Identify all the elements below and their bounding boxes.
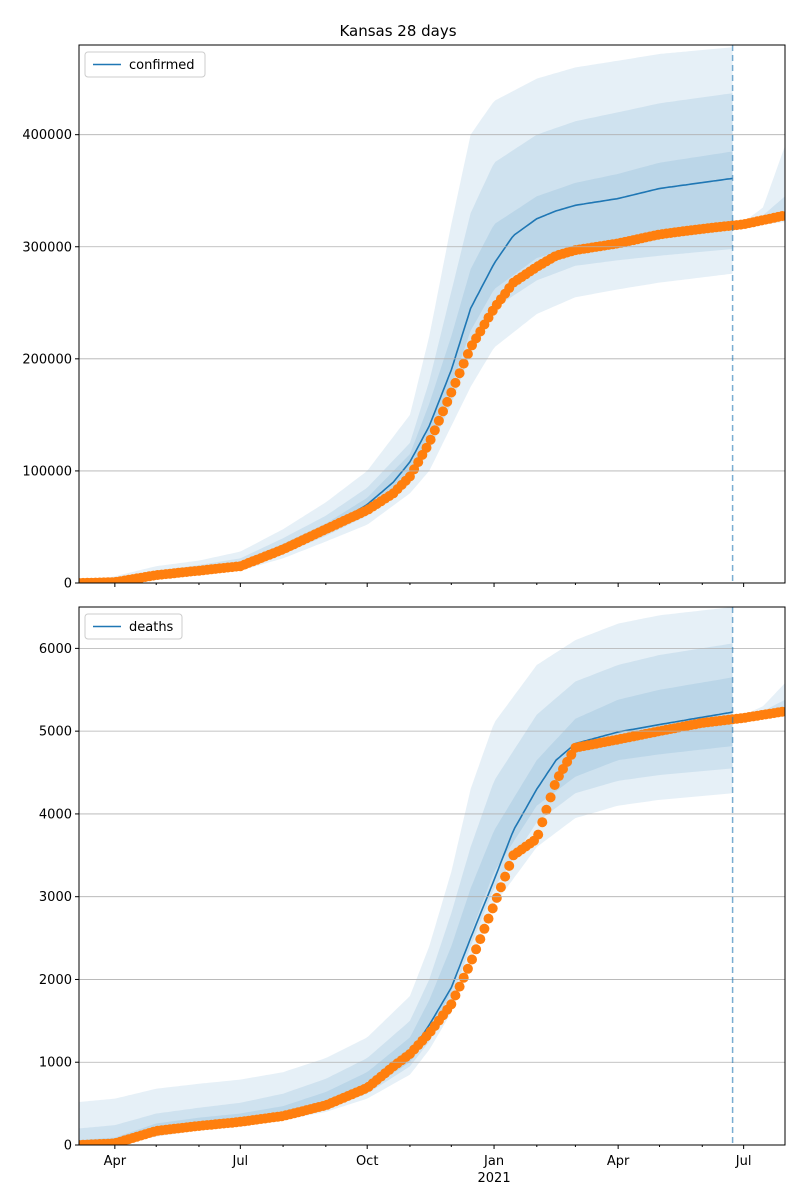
y-tick-label: 4000 — [39, 807, 72, 822]
observed-point — [421, 442, 432, 453]
observed-point — [500, 871, 511, 882]
observed-point — [533, 829, 544, 840]
x-tick-label: Jan — [483, 1154, 504, 1169]
y-tick-label: 200000 — [22, 352, 72, 367]
legend-label: confirmed — [129, 58, 195, 73]
legend-label: deaths — [129, 620, 174, 635]
x-tick-label: Oct — [356, 1154, 378, 1169]
observed-point — [483, 913, 494, 924]
observed-point — [487, 903, 498, 914]
y-tick-label: 6000 — [39, 642, 72, 657]
y-tick-label: 0 — [64, 1139, 72, 1154]
y-tick-label: 2000 — [39, 973, 72, 988]
x-tick-label: Jul — [735, 1154, 752, 1169]
plot-area — [79, 47, 785, 583]
observed-point — [491, 892, 502, 903]
legend-box — [84, 613, 183, 640]
observed-point — [458, 358, 469, 369]
plot-area — [79, 607, 785, 1145]
observed-point — [450, 990, 461, 1001]
axes-frame — [78, 606, 786, 1146]
y-tick-label: 3000 — [39, 890, 72, 905]
confidence-band-1 — [79, 643, 733, 1145]
observed-point — [495, 882, 506, 893]
x-tick-label: Jul — [231, 1154, 248, 1169]
observed-point — [475, 934, 486, 945]
observed-point — [446, 387, 457, 398]
legend-box — [84, 51, 206, 78]
confidence-band-2 — [79, 151, 733, 583]
x-tick-year-label: 2021 — [478, 1171, 511, 1186]
y-tick-label: 0 — [64, 577, 72, 592]
axes-frame — [78, 44, 786, 584]
x-tick-label: Apr — [607, 1154, 630, 1169]
observed-point — [446, 999, 457, 1010]
observed-point — [537, 817, 548, 828]
observed-point — [433, 415, 444, 426]
chart-title: Kansas 28 days — [339, 22, 456, 40]
observed-point — [471, 944, 482, 955]
observed-point — [479, 923, 490, 934]
y-tick-label: 5000 — [39, 725, 72, 740]
post-forecast-band-0 — [732, 145, 785, 227]
observed-point — [462, 963, 473, 974]
confidence-band-0 — [79, 607, 733, 1145]
confidence-band-0 — [79, 47, 733, 583]
observed-point — [541, 804, 552, 815]
observed-point — [458, 972, 469, 983]
observed-point — [549, 780, 560, 790]
observed-point — [425, 434, 436, 445]
observed-point — [777, 211, 785, 221]
confirmed-panel: 0 100000 200000 300000 400000 confirmed — [22, 44, 786, 592]
observed-point — [450, 377, 461, 388]
observed-point — [454, 981, 465, 992]
y-tick-label: 300000 — [22, 240, 72, 255]
y-tick-label: 100000 — [22, 464, 72, 479]
y-tick-label: 400000 — [22, 128, 72, 143]
x-tick-label: Apr — [104, 1154, 127, 1169]
observed-point — [777, 706, 785, 717]
observed-point — [504, 860, 515, 871]
deaths-panel: 0 1000 2000 3000 4000 5000 6000 Apr Jul Oct Jan 202… — [39, 606, 786, 1186]
observed-point — [462, 349, 473, 359]
observed-point — [454, 368, 465, 379]
y-tick-label: 1000 — [39, 1056, 72, 1071]
observed-point — [429, 425, 440, 436]
observed-point — [438, 406, 448, 417]
observed-point — [467, 954, 477, 965]
observed-point — [545, 792, 556, 803]
confidence-band-1 — [79, 93, 733, 583]
observed-point — [442, 396, 453, 407]
